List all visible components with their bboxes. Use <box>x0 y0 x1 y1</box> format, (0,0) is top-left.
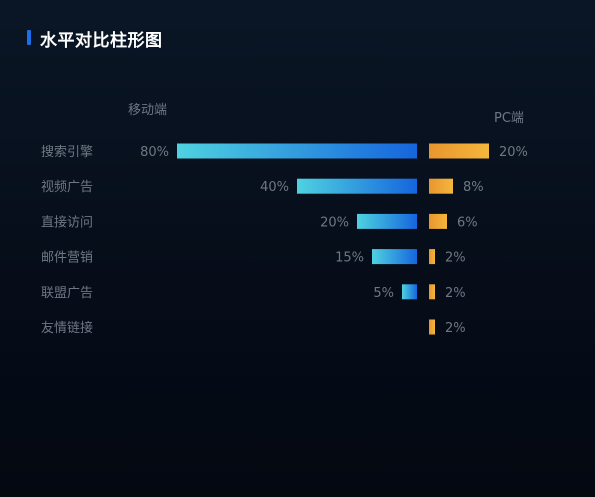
value-label-mobile: 40% <box>260 180 289 195</box>
category-label: 联盟广告 <box>41 286 93 301</box>
bar-mobile <box>372 249 417 265</box>
bar-pc <box>429 178 453 194</box>
bar-pc <box>429 249 435 265</box>
value-label-mobile: 15% <box>335 251 364 266</box>
value-label-mobile: 20% <box>320 215 349 230</box>
category-label: 直接访问 <box>41 214 93 230</box>
series-label-mobile: 移动端 <box>128 103 168 118</box>
bar-pc <box>429 213 447 229</box>
value-label-mobile: 5% <box>373 286 394 301</box>
value-label-pc: 20% <box>499 145 528 160</box>
category-label: 友情链接 <box>41 320 93 336</box>
bar-pc <box>429 143 489 159</box>
bar-pc <box>429 319 435 335</box>
value-label-pc: 2% <box>445 251 466 266</box>
bar-pc <box>429 284 435 300</box>
bar-mobile <box>177 143 417 159</box>
value-label-pc: 2% <box>445 286 466 301</box>
value-label-pc: 2% <box>445 321 466 336</box>
bar-mobile <box>402 284 417 300</box>
title-accent-bar <box>27 30 31 45</box>
category-label: 视频广告 <box>41 180 93 195</box>
category-label: 邮件营销 <box>41 251 93 266</box>
chart-title: 水平对比柱形图 <box>40 31 163 51</box>
bar-mobile <box>297 178 417 194</box>
value-label-mobile: 80% <box>140 145 169 160</box>
bar-mobile <box>357 213 417 229</box>
category-label: 搜索引擎 <box>41 145 93 160</box>
value-label-pc: 8% <box>463 180 484 195</box>
value-label-pc: 6% <box>457 215 478 230</box>
series-label-pc: PC端 <box>494 111 524 126</box>
